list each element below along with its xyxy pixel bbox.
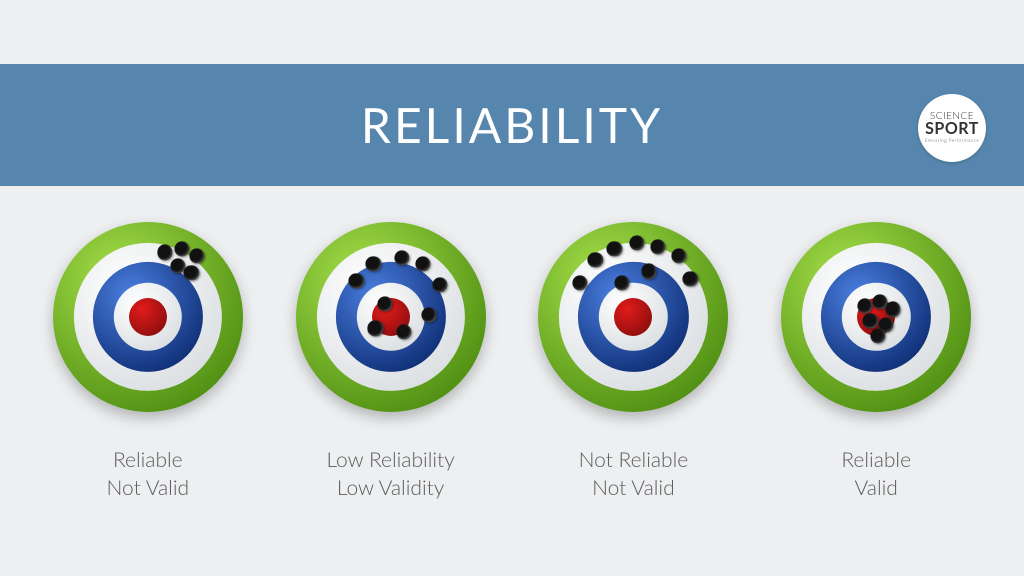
caption-line2: Not Valid [579,474,689,502]
target-disc [296,222,486,412]
target-4: ReliableValid [781,222,971,503]
target-3: Not ReliableNot Valid [538,222,728,503]
caption-line1: Low Reliability [326,446,454,474]
logo-line3: Elevating Performance [925,137,980,145]
logo-line2: SPORT [925,121,979,137]
target-disc [538,222,728,412]
target-ring-5 [614,298,652,336]
caption-line1: Reliable [107,446,190,474]
targets-row: ReliableNot ValidLow ReliabilityLow Vali… [0,222,1024,503]
target-1: ReliableNot Valid [53,222,243,503]
caption-line2: Low Validity [326,474,454,502]
target-caption: Low ReliabilityLow Validity [326,446,454,503]
caption-line2: Valid [841,474,911,502]
title-banner: RELIABILITY [0,64,1024,186]
target-ring-5 [129,298,167,336]
page-title: RELIABILITY [361,97,663,154]
target-caption: Not ReliableNot Valid [579,446,689,503]
caption-line1: Reliable [841,446,911,474]
target-2: Low ReliabilityLow Validity [296,222,486,503]
target-disc [781,222,971,412]
target-disc [53,222,243,412]
caption-line1: Not Reliable [579,446,689,474]
brand-logo: SCIENCE SPORT Elevating Performance [918,94,986,162]
target-caption: ReliableNot Valid [107,446,190,503]
target-caption: ReliableValid [841,446,911,503]
caption-line2: Not Valid [107,474,190,502]
